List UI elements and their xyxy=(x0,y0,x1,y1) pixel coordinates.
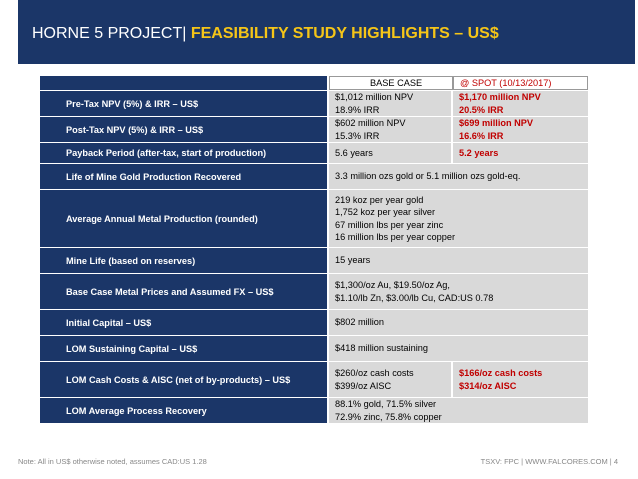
highlights-table: BASE CASE @ SPOT (10/13/2017) Pre-Tax NP… xyxy=(40,76,588,424)
table-row: Mine Life (based on reserves) 15 years xyxy=(40,248,588,273)
value-cell-line: $418 million sustaining xyxy=(335,343,428,354)
spot-value: 5.2 years xyxy=(453,143,588,163)
row-label: Payback Period (after-tax, start of prod… xyxy=(40,143,329,163)
table-row: Base Case Metal Prices and Assumed FX – … xyxy=(40,274,588,309)
page-title: HORNE 5 PROJECT| FEASIBILITY STUDY HIGHL… xyxy=(32,25,499,43)
base-case-header: BASE CASE xyxy=(329,76,453,90)
row-label: Mine Life (based on reserves) xyxy=(40,248,329,273)
table-row: Post-Tax NPV (5%) & IRR – US$ $602 millio… xyxy=(40,117,588,142)
table-row: Payback Period (after-tax, start of prod… xyxy=(40,143,588,163)
base-case-value-line: 18.9% IRR xyxy=(335,104,380,115)
table-row: Average Annual Metal Production (rounded… xyxy=(40,190,588,247)
value-cell: $1,300/oz Au, $19.50/oz Ag, $1.10/lb Zn, … xyxy=(329,274,588,309)
base-case-value: $602 million NPV 15.3% IRR xyxy=(329,117,453,142)
value-cell-line: $1.10/lb Zn, $3.00/lb Cu, CAD:US 0.78 xyxy=(335,292,494,303)
base-case-value-line: $1,012 million NPV xyxy=(335,92,414,102)
base-case-value: $260/oz cash costs $399/oz AISC xyxy=(329,362,453,397)
value-cell: 219 koz per year gold 1,752 koz per year … xyxy=(329,190,588,247)
value-cell-line: 1,752 koz per year silver xyxy=(335,207,436,217)
spot-value-line: $314/oz AISC xyxy=(459,380,517,391)
page-number: TSXV: FPC | WWW.FALCORES.COM | 4 xyxy=(480,457,618,466)
base-case-value-line: $260/oz cash costs xyxy=(335,368,414,378)
value-cell-line: $802 million xyxy=(335,317,385,328)
value-cell: $418 million sustaining xyxy=(329,336,588,361)
row-label: Pre-Tax NPV (5%) & IRR – US$ xyxy=(40,91,329,116)
row-label: Base Case Metal Prices and Assumed FX – … xyxy=(40,274,329,309)
base-case-value: 5.6 years xyxy=(329,143,453,163)
value-cell: 88.1% gold, 71.5% silver 72.9% zinc, 75.8… xyxy=(329,398,588,423)
value-cell: 15 years xyxy=(329,248,588,273)
table-row: Life of Mine Gold Production Recovered 3.… xyxy=(40,164,588,189)
value-cell-line: 72.9% zinc, 75.8% copper xyxy=(335,411,442,422)
base-case-value-line: $602 million NPV xyxy=(335,118,406,128)
row-label: Average Annual Metal Production (rounded… xyxy=(40,190,329,247)
base-case-value-line: 15.3% IRR xyxy=(335,130,380,141)
table-header-row: BASE CASE @ SPOT (10/13/2017) xyxy=(40,76,588,90)
value-cell-line: 16 million lbs per year copper xyxy=(335,232,456,242)
row-label: LOM Cash Costs & AISC (net of by-product… xyxy=(40,362,329,397)
table-row: LOM Sustaining Capital – US$ $418 million… xyxy=(40,336,588,361)
header-bar: HORNE 5 PROJECT| FEASIBILITY STUDY HIGHL… xyxy=(18,0,635,64)
header-blank-cell xyxy=(40,76,329,90)
value-cell-line: 3.3 million ozs gold or 5.1 million ozs … xyxy=(335,171,521,182)
table-row: Pre-Tax NPV (5%) & IRR – US$ $1,012 milli… xyxy=(40,91,588,116)
value-cell-line: $1,300/oz Au, $19.50/oz Ag, xyxy=(335,280,450,290)
spot-value-line: 16.6% IRR xyxy=(459,130,504,141)
value-cell-line: 219 koz per year gold xyxy=(335,194,424,205)
spot-value: $1,170 million NPV 20.5% IRR xyxy=(453,91,588,116)
spot-value-line: 20.5% IRR xyxy=(459,104,504,115)
base-case-value-line: $399/oz AISC xyxy=(335,380,392,391)
row-label: Life of Mine Gold Production Recovered xyxy=(40,164,329,189)
spot-value-line: $699 million NPV xyxy=(459,118,534,128)
base-case-value: $1,012 million NPV 18.9% IRR xyxy=(329,91,453,116)
title-project: HORNE 5 PROJECT| xyxy=(32,25,191,42)
value-cell-line: 15 years xyxy=(335,255,371,266)
row-label: Initial Capital – US$ xyxy=(40,310,329,335)
footnote: Note: All in US$ otherwise noted, assume… xyxy=(18,457,207,466)
spot-value-line: $1,170 million NPV xyxy=(459,92,541,102)
table-row: LOM Cash Costs & AISC (net of by-product… xyxy=(40,362,588,397)
spot-value-line: $166/oz cash costs xyxy=(459,368,543,378)
base-case-value-line: 5.6 years xyxy=(335,147,373,158)
value-cell: 3.3 million ozs gold or 5.1 million ozs … xyxy=(329,164,588,189)
row-label: LOM Sustaining Capital – US$ xyxy=(40,336,329,361)
spot-value: $166/oz cash costs $314/oz AISC xyxy=(453,362,588,397)
value-cell-line: 88.1% gold, 71.5% silver xyxy=(335,399,437,409)
title-highlight: FEASIBILITY STUDY HIGHLIGHTS – US$ xyxy=(190,25,499,42)
row-label: LOM Average Process Recovery xyxy=(40,398,329,423)
spot-header: @ SPOT (10/13/2017) xyxy=(453,76,588,90)
spot-value: $699 million NPV 16.6% IRR xyxy=(453,117,588,142)
spot-value-line: 5.2 years xyxy=(459,147,499,158)
table-row: LOM Average Process Recovery 88.1% gold, … xyxy=(40,398,588,423)
value-cell: $802 million xyxy=(329,310,588,335)
value-cell-line: 67 million lbs per year zinc xyxy=(335,219,444,230)
row-label: Post-Tax NPV (5%) & IRR – US$ xyxy=(40,117,329,142)
table-row: Initial Capital – US$ $802 million xyxy=(40,310,588,335)
